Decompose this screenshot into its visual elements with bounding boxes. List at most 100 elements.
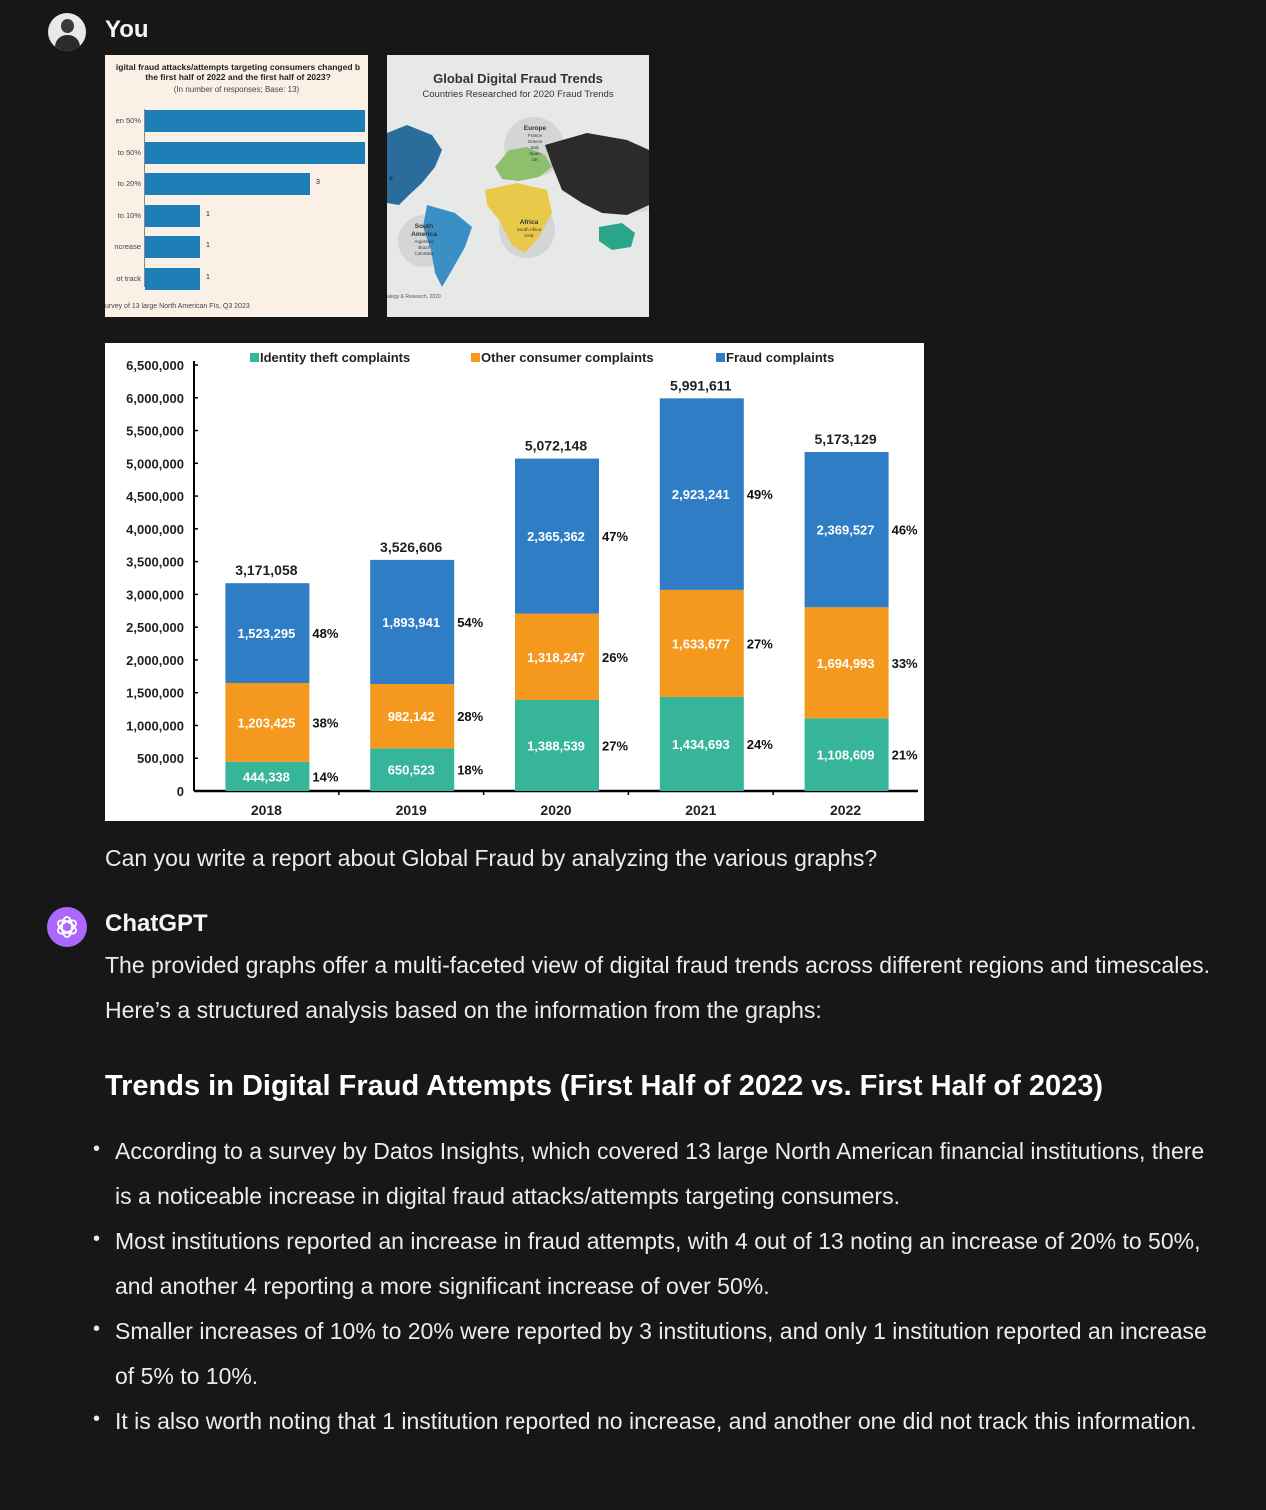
apac-country-2: China: [627, 187, 639, 192]
apac-country-1: Austra: [627, 181, 641, 186]
north-america-name: a: [389, 175, 393, 182]
bullet-item: It is also worth noting that 1 instituti…: [93, 1397, 1225, 1444]
chart-x-tick-label: 2018: [251, 802, 282, 818]
chart-bar-value-label: 1,203,425: [237, 715, 295, 730]
chart-bar-segment: [225, 683, 310, 762]
thumb1-bar: [145, 236, 200, 258]
chart-bar-value-label: 1,388,539: [527, 738, 585, 753]
assistant-name: ChatGPT: [105, 910, 208, 937]
europe-name: Europe: [523, 125, 547, 132]
chart-y-tick-label: 4,500,000: [126, 489, 184, 504]
chart-y-tick-label: 2,500,000: [126, 620, 184, 635]
chart-bar-value-label: 2,365,362: [527, 529, 585, 544]
response-bullet-list: According to a survey by Datos Insights,…: [93, 1127, 1225, 1444]
bullet-item: Smaller increases of 10% to 20% were rep…: [93, 1307, 1225, 1399]
chart-bar-percent-label: 27%: [747, 636, 773, 651]
openai-knot-icon: [57, 916, 77, 938]
africa-shape: [485, 183, 552, 253]
chart-legend-swatch: [250, 353, 259, 362]
chart-bar-percent-label: 26%: [602, 650, 628, 665]
chart-bar-segment: [370, 559, 455, 684]
chatgpt-logo-icon: [47, 907, 87, 947]
europe-country-1: France: [527, 133, 542, 138]
chart-bar-segment: [515, 458, 599, 614]
chart-y-tick-label: 3,000,000: [126, 587, 184, 602]
complaints-stacked-bar-chart: 0 500,000 1,000,000 1,500,000 2,000,000 2,500…: [126, 350, 918, 818]
chart-bar-percent-label: 24%: [747, 737, 773, 752]
thumb2-subtitle: Countries Researched for 2020 Fraud Tren…: [422, 89, 614, 100]
chart-bar-value-label: 650,523: [388, 763, 435, 778]
chart-total-label: 3,171,058: [235, 562, 297, 578]
chart-y-tick-label: 1,000,000: [126, 718, 184, 733]
chart-bar-segment: [225, 761, 310, 791]
chart-total-label: 5,991,611: [670, 377, 732, 393]
chart-bar-percent-label: 46%: [892, 523, 918, 538]
south-america-country-3: Colombia: [414, 251, 434, 256]
chart-x-tick-label: 2019: [396, 802, 427, 818]
europe-country-5: UK: [531, 157, 539, 162]
chart-bar-percent-label: 33%: [892, 656, 918, 671]
chart-y-tick-label: 3,500,000: [126, 555, 184, 570]
chart-bar-percent-label: 47%: [602, 529, 628, 544]
world-map: [387, 117, 649, 287]
chart-bar-value-label: 2,923,241: [672, 487, 730, 502]
thumb1-title: igital fraud attacks/attempts targeting …: [105, 62, 368, 82]
chart-bar-percent-label: 21%: [892, 748, 918, 763]
europe-country-2: Greece: [527, 139, 543, 144]
thumb1-axis: [144, 109, 145, 287]
thumb1-row-label: to 50%: [117, 147, 141, 157]
chart-bar-segment: [804, 451, 889, 608]
bullet-item: According to a survey by Datos Insights,…: [93, 1127, 1225, 1219]
chart-bar-segment: [804, 718, 889, 791]
north-america-label: a: [387, 175, 395, 183]
africa-country-1: South Africa: [516, 227, 542, 232]
thumb1-bar: [145, 173, 310, 195]
attached-image-fraud-survey[interactable]: igital fraud attacks/attempts targeting …: [105, 55, 368, 317]
south-america-country-1: Argentina: [414, 239, 434, 244]
chart-bar-segment: [659, 398, 744, 590]
chart-y-tick-label: 5,500,000: [126, 424, 184, 439]
chart-bar-percent-label: 49%: [747, 487, 773, 502]
thumb1-bar: [145, 141, 365, 164]
avatar-body-shape: [55, 35, 80, 51]
chart-legend-label: Fraud complaints: [726, 350, 834, 365]
south-america-label: South America Argentina Brazil Colombia: [405, 223, 443, 257]
thumb1-bar: [145, 204, 200, 227]
thumb1-bar-value: 1: [206, 210, 210, 218]
chart-bar-value-label: 1,633,677: [672, 636, 730, 651]
chart-legend-label: Identity theft complaints: [260, 350, 410, 365]
australia-shape: [599, 223, 635, 250]
thumb1-title-line2: the first half of 2022 and the first hal…: [145, 72, 331, 82]
chart-bar-segment: [370, 683, 455, 749]
thumb1-row-label: en 50%: [115, 116, 141, 125]
attached-image-complaints-chart[interactable]: 0 500,000 1,000,000 1,500,000 2,000,000 2,500…: [105, 343, 924, 821]
africa-country-2: UAE: [524, 233, 534, 238]
apac-name: P: [627, 173, 632, 180]
thumb1-bar-value: 3: [316, 179, 320, 186]
europe-country-3: Italy: [530, 145, 540, 150]
chart-bar-segment: [370, 748, 455, 791]
chart-y-tick-label: 500,000: [137, 751, 184, 766]
chart-bar-segment: [515, 699, 599, 791]
chart-y-tick-label: 1,500,000: [126, 686, 184, 701]
thumb2-source: ategy & Research, 2020: [387, 294, 441, 300]
chart-legend-swatch: [471, 353, 480, 362]
attached-image-fraud-map[interactable]: Global Digital Fraud Trends Countries Re…: [387, 55, 649, 317]
chart-total-label: 3,526,606: [380, 539, 442, 555]
chart-y-tick-label: 4,000,000: [126, 522, 184, 537]
chart-y-tick-label: 0: [177, 784, 184, 799]
chart-y-tick-label: 6,000,000: [126, 391, 184, 406]
user-name: You: [105, 16, 149, 43]
chart-bar-value-label: 1,694,993: [817, 656, 875, 671]
response-heading: Trends in Digital Fraud Attempts (First …: [105, 1070, 1104, 1102]
chart-bar-value-label: 1,108,609: [817, 748, 875, 763]
response-intro: The provided graphs offer a multi-facete…: [105, 952, 1211, 1023]
thumb1-row-label: ncrease: [114, 242, 141, 251]
thumb2-title: Global Digital Fraud Trends: [433, 71, 603, 86]
chart-x-tick-label: 2020: [540, 802, 571, 818]
user-prompt: Can you write a report about Global Frau…: [105, 845, 878, 871]
chart-bar-percent-label: 27%: [602, 738, 628, 753]
chart-bar-segment: [225, 583, 310, 684]
chart-bar-value-label: 1,434,693: [672, 737, 730, 752]
chart-bar-value-label: 1,318,247: [527, 650, 585, 665]
